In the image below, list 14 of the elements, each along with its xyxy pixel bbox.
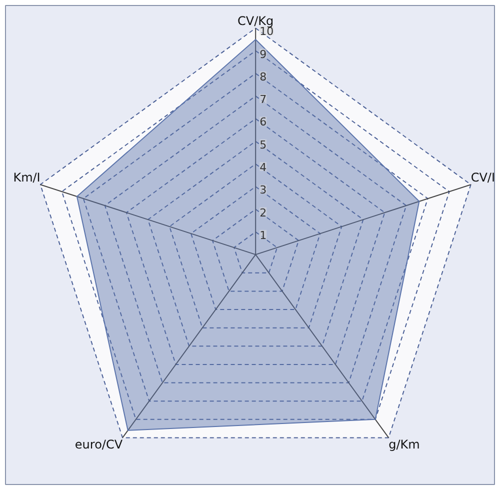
- y-tick-label: 7: [260, 93, 267, 106]
- spoke-label: g/Km: [388, 438, 420, 452]
- y-tick-label: 4: [260, 160, 267, 174]
- y-tick-label: 3: [260, 184, 267, 197]
- y-tick-label: 6: [260, 116, 267, 129]
- y-tick-label: 1: [260, 228, 267, 242]
- y-tick-label: 2: [260, 206, 267, 220]
- spoke-label: euro/CV: [74, 438, 124, 452]
- y-tick-label: 5: [260, 138, 267, 152]
- spoke-label: Km/I: [13, 170, 40, 185]
- y-tick-label: 9: [260, 48, 267, 61]
- y-tick-label: 8: [260, 70, 267, 84]
- spoke-label: CV/I: [470, 170, 496, 185]
- spoke-label: CV/Kg: [238, 14, 274, 28]
